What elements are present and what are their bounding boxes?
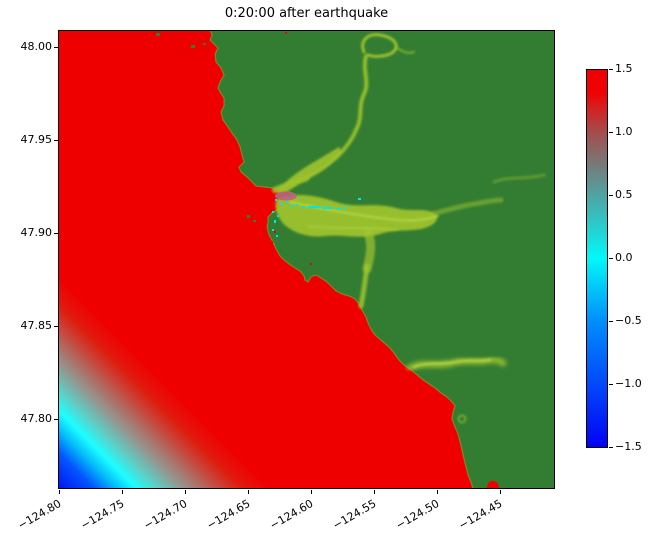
x-tick <box>500 490 501 494</box>
y-tick <box>54 233 58 234</box>
x-tick <box>122 490 123 494</box>
colorbar-tick <box>609 321 613 322</box>
y-tick-label: 47.95 <box>20 133 53 146</box>
y-tick <box>54 47 58 48</box>
colorbar-tick <box>609 132 613 133</box>
colorbar <box>586 69 608 448</box>
y-tick-label: 47.85 <box>20 319 53 332</box>
colorbar-tick <box>609 384 613 385</box>
x-tick-label: −124.55 <box>330 497 379 533</box>
x-tick-label: −124.75 <box>78 497 127 533</box>
x-tick <box>374 490 375 494</box>
x-tick-label: −124.50 <box>393 497 442 533</box>
x-tick <box>248 490 249 494</box>
islands <box>156 33 256 222</box>
y-tick <box>54 326 58 327</box>
wave-trough-gradient <box>58 235 318 489</box>
x-tick-label: −124.45 <box>456 497 505 533</box>
colorbar-tick-label: 1.0 <box>615 125 633 138</box>
y-tick <box>54 419 58 420</box>
river-floodplain <box>272 33 546 424</box>
plot-title: 0:20:00 after earthquake <box>224 6 389 21</box>
river-mouth-surge <box>275 191 297 201</box>
x-tick <box>437 490 438 494</box>
y-tick-label: 47.90 <box>20 226 53 239</box>
y-tick <box>54 140 58 141</box>
x-tick <box>311 490 312 494</box>
rock-specks <box>251 32 312 265</box>
colorbar-tick <box>609 69 613 70</box>
flood-water-specks <box>272 198 361 237</box>
coastal-red-blob <box>487 480 499 489</box>
x-tick-label: −124.70 <box>141 497 190 533</box>
x-tick-label: −124.65 <box>204 497 253 533</box>
colorbar-tick-label: −0.5 <box>615 314 642 327</box>
colorbar-tick <box>609 195 613 196</box>
map-plot <box>58 30 555 489</box>
colorbar-tick-label: 1.5 <box>615 62 633 75</box>
small-pond-ring <box>457 414 467 424</box>
x-tick-label: −124.80 <box>15 497 64 533</box>
y-tick-label: 47.80 <box>20 412 53 425</box>
y-tick-label: 48.00 <box>20 40 53 53</box>
colorbar-tick <box>609 258 613 259</box>
x-tick-label: −124.60 <box>267 497 316 533</box>
colorbar-tick-label: −1.0 <box>615 377 642 390</box>
colorbar-tick <box>609 447 613 448</box>
x-tick <box>185 490 186 494</box>
colorbar-tick-label: −1.5 <box>615 440 642 453</box>
coast-outline <box>209 30 474 489</box>
x-tick <box>59 490 60 494</box>
colorbar-tick-label: 0.5 <box>615 188 633 201</box>
colorbar-tick-label: 0.0 <box>615 251 633 264</box>
axes-frame <box>58 30 555 489</box>
